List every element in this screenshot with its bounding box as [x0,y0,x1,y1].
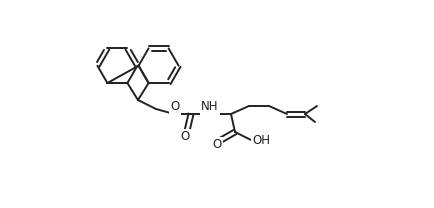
Text: O: O [181,130,190,144]
Text: O: O [171,100,180,114]
Text: NH: NH [201,100,219,114]
Text: OH: OH [252,135,270,147]
Text: O: O [212,139,222,151]
